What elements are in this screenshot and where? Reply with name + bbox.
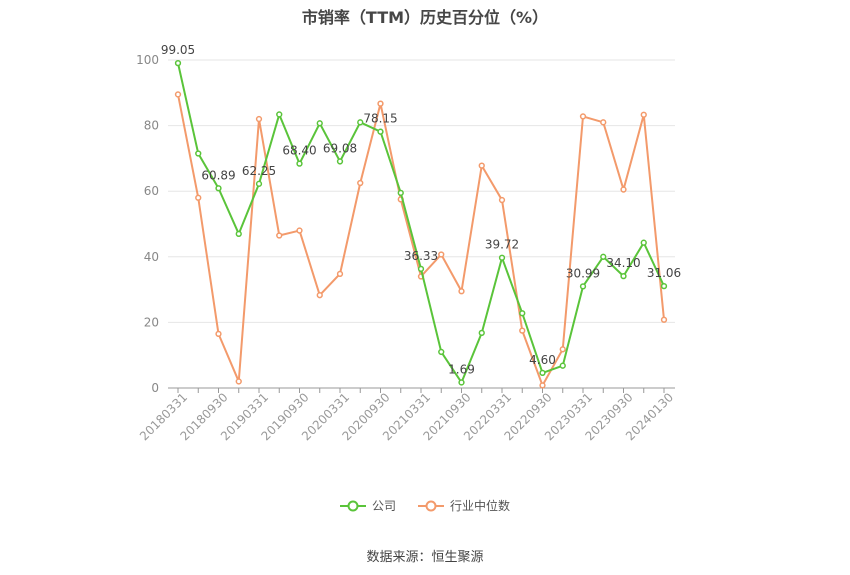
data-label: 99.05 — [161, 43, 195, 57]
data-point[interactable] — [660, 316, 668, 323]
legend-label-company: 公司 — [371, 499, 396, 513]
data-point[interactable] — [336, 158, 344, 165]
chart-title: 市销率（TTM）历史百分位（%） — [301, 8, 549, 27]
data-point[interactable] — [276, 232, 283, 239]
data-point[interactable] — [539, 382, 546, 389]
data-point[interactable] — [519, 327, 526, 334]
data-label: 34.10 — [606, 256, 640, 270]
data-point[interactable] — [438, 251, 445, 258]
data-label: 60.89 — [201, 168, 235, 182]
data-point[interactable] — [296, 160, 303, 167]
data-label: 78.15 — [363, 112, 397, 126]
y-tick-label: 80 — [144, 119, 159, 133]
legend-industry-icon — [418, 500, 444, 511]
data-label: 68.40 — [282, 144, 316, 158]
data-point[interactable] — [519, 310, 526, 317]
data-point[interactable] — [195, 150, 202, 157]
data-point[interactable] — [498, 254, 506, 261]
data-label: 36.33 — [404, 249, 438, 263]
y-tick-label: 0 — [151, 381, 159, 395]
data-point[interactable] — [620, 186, 627, 193]
data-point[interactable] — [559, 346, 566, 353]
data-point[interactable] — [195, 194, 202, 201]
data-point[interactable] — [255, 180, 263, 187]
data-point[interactable] — [498, 196, 506, 204]
data-point[interactable] — [276, 111, 283, 118]
data-point[interactable] — [640, 111, 647, 118]
data-point[interactable] — [458, 379, 465, 386]
legend: 公司 行业中位数 — [0, 497, 850, 514]
data-point[interactable] — [478, 162, 485, 169]
series-line-1 — [177, 94, 665, 387]
data-label: 69.08 — [323, 141, 357, 155]
data-point[interactable] — [316, 120, 323, 127]
data-point[interactable] — [357, 179, 364, 187]
data-point[interactable] — [296, 227, 303, 234]
data-point[interactable] — [579, 113, 587, 120]
data-point[interactable] — [458, 288, 465, 295]
data-point[interactable] — [215, 185, 222, 192]
data-point[interactable] — [316, 292, 323, 299]
data-label: 62.25 — [242, 164, 276, 178]
data-label: 31.06 — [647, 266, 681, 280]
legend-company-icon — [339, 500, 366, 511]
data-label: 30.99 — [566, 266, 600, 280]
series-lines — [174, 59, 668, 389]
y-tick-label: 40 — [144, 250, 159, 264]
data-source: 数据来源：恒生聚源 — [366, 550, 484, 565]
data-point[interactable] — [357, 119, 364, 126]
data-labels: 99.05 60.89 62.25 68.40 69.08 78.15 36.33 1.69 3… — [161, 43, 681, 376]
data-point[interactable] — [417, 265, 425, 272]
data-point[interactable] — [235, 378, 242, 385]
data-point[interactable] — [255, 115, 263, 123]
data-point[interactable] — [397, 189, 404, 196]
y-tick-label: 60 — [144, 184, 159, 198]
data-point[interactable] — [336, 270, 344, 278]
data-label: 1.69 — [448, 362, 475, 376]
data-point[interactable] — [600, 119, 607, 126]
data-point[interactable] — [600, 253, 607, 260]
legend-label-industry-median: 行业中位数 — [450, 499, 511, 513]
legend-item-company[interactable]: 公司 — [339, 497, 396, 514]
data-label: 4.60 — [529, 353, 556, 367]
data-point[interactable] — [174, 91, 182, 98]
data-point[interactable] — [620, 273, 627, 280]
data-point[interactable] — [539, 369, 546, 377]
data-point[interactable] — [660, 282, 668, 290]
data-point[interactable] — [215, 330, 222, 338]
data-point[interactable] — [174, 59, 182, 67]
data-point[interactable] — [377, 128, 384, 135]
y-tick-label: 20 — [144, 315, 159, 329]
data-point[interactable] — [559, 362, 566, 369]
data-label: 39.72 — [485, 238, 519, 252]
data-point[interactable] — [478, 329, 485, 337]
data-point[interactable] — [438, 348, 445, 356]
data-point[interactable] — [235, 230, 242, 237]
data-point[interactable] — [640, 239, 647, 246]
grid-lines — [168, 59, 675, 323]
data-point[interactable] — [579, 283, 587, 290]
data-point[interactable] — [377, 100, 384, 107]
legend-item-industry-median[interactable]: 行业中位数 — [418, 497, 510, 514]
y-tick-label: 100 — [136, 53, 159, 67]
